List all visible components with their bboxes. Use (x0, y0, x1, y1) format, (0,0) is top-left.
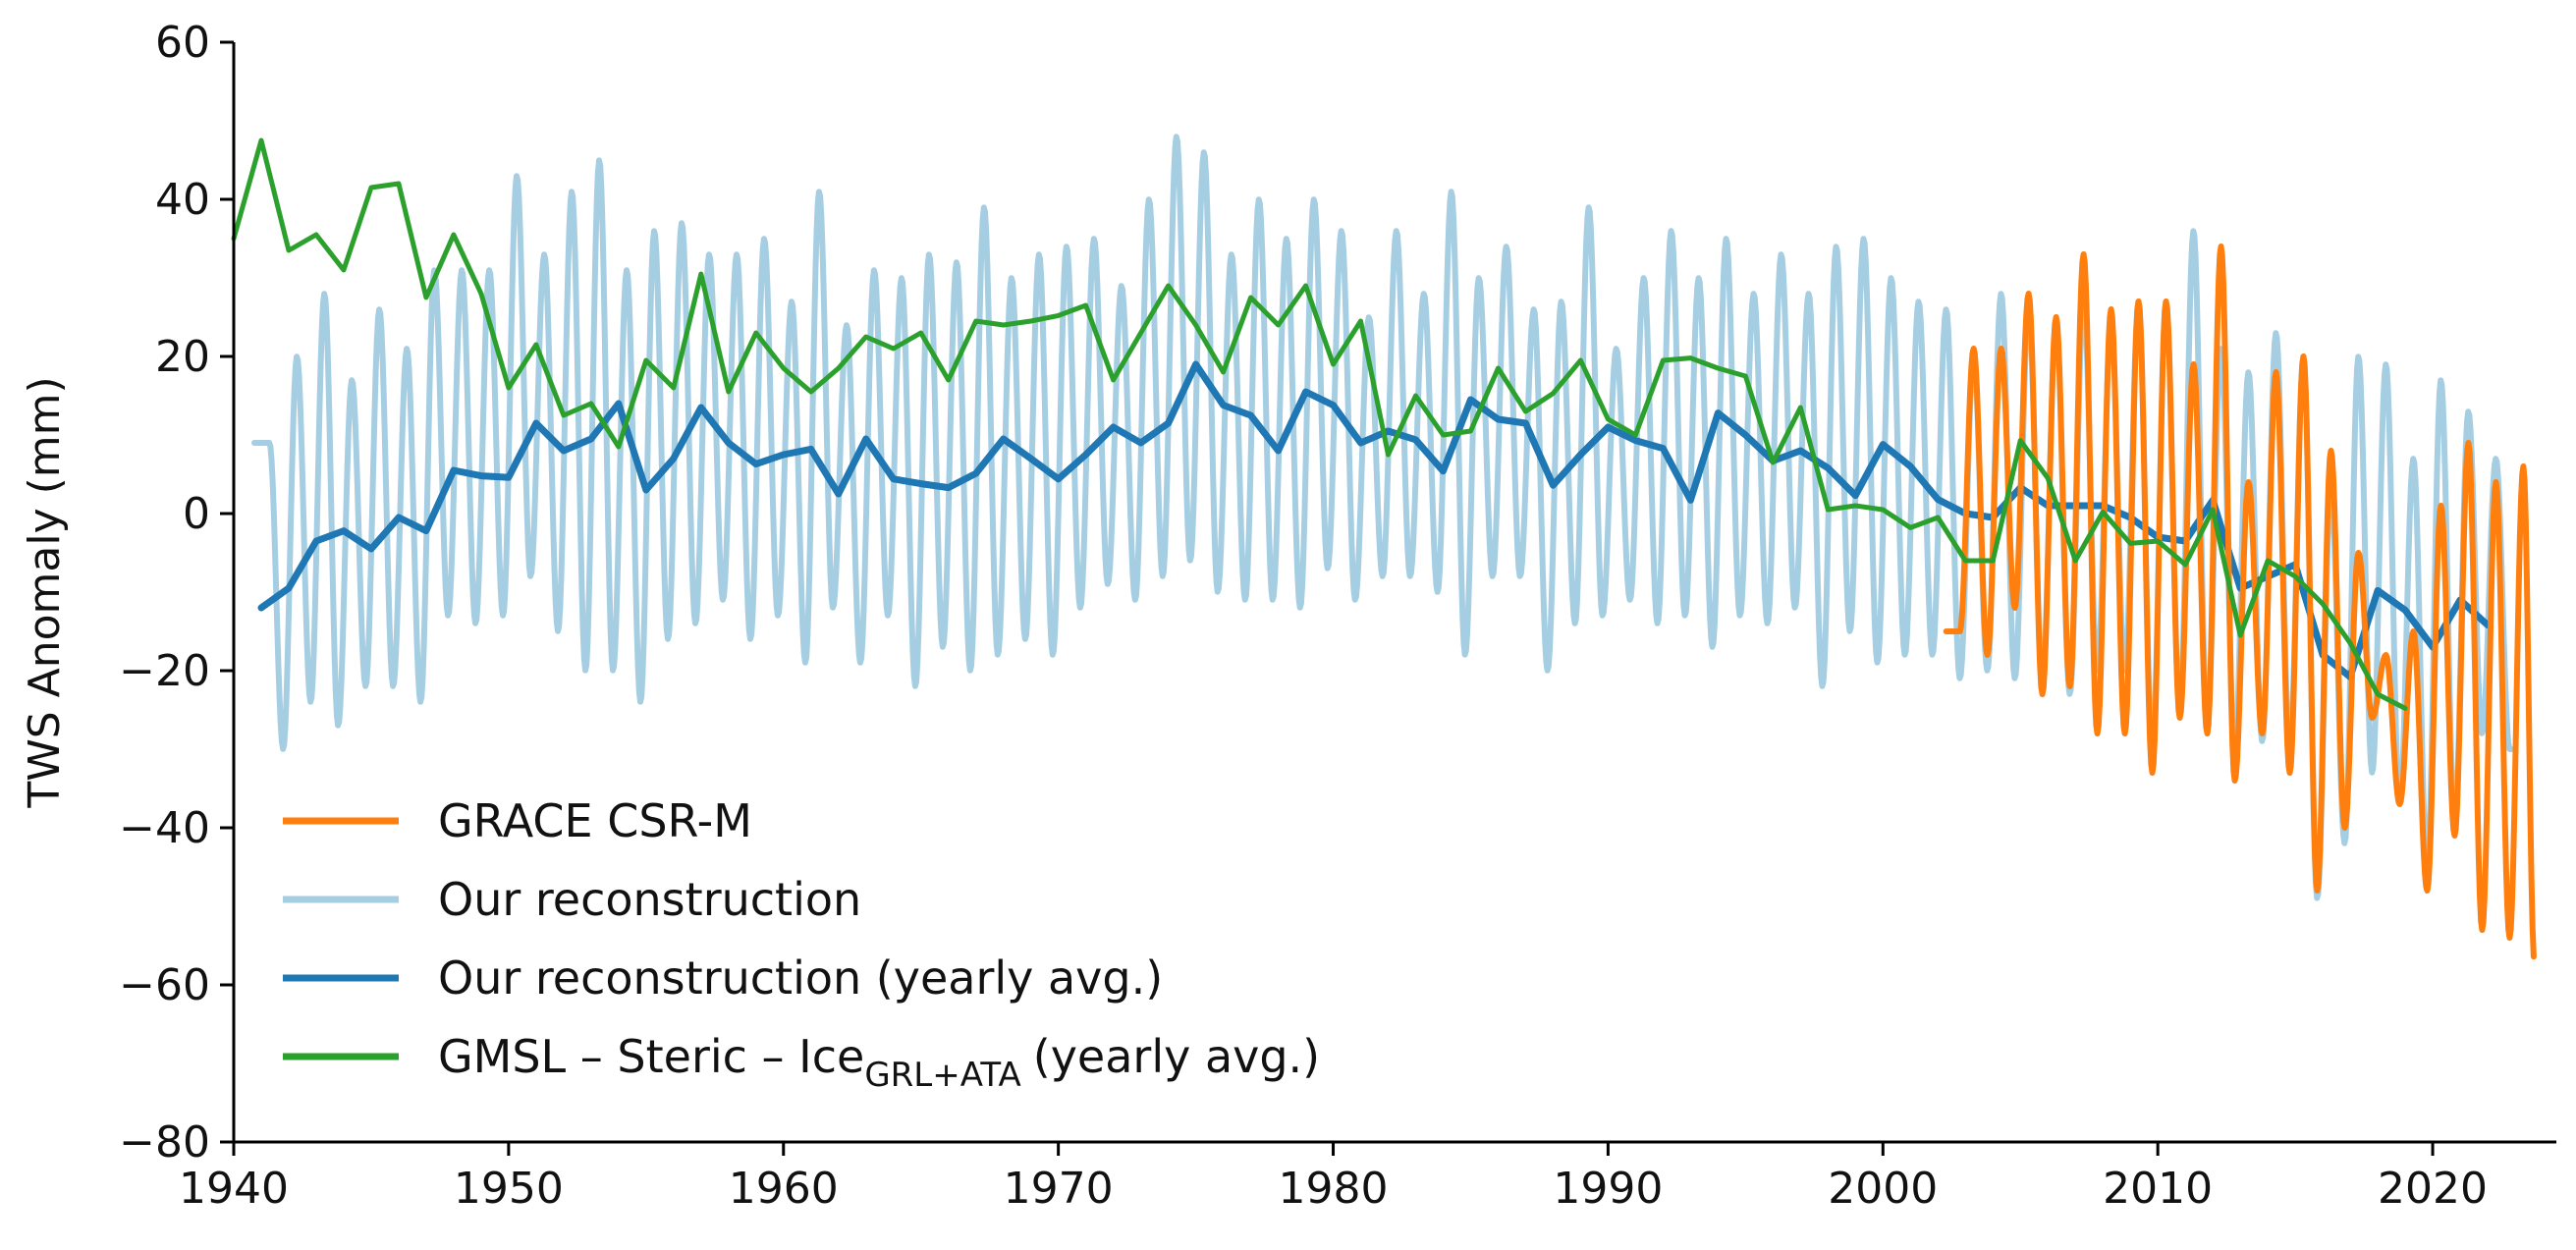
plot-lines (231, 134, 2537, 960)
y-axis-title: TWS Anomaly (mm) (20, 376, 70, 808)
legend-label-gmsl-subscript: GRL+ATA (864, 1056, 1020, 1095)
x-tick-label: 1960 (729, 1164, 839, 1214)
legend-label-reconstruction: Our reconstruction (438, 873, 861, 926)
y-tick-label: −40 (119, 803, 210, 853)
x-tick-label: 1940 (179, 1164, 289, 1214)
legend-label-gmsl-suffix: (yearly avg.) (1033, 1030, 1320, 1083)
y-tick-label: 20 (155, 332, 210, 382)
y-tick-label: −60 (119, 960, 210, 1010)
legend-label-gmsl-main: GMSL – Steric – Ice (438, 1030, 864, 1083)
y-tick-label: −20 (119, 646, 210, 696)
legend-label-gmsl: GMSL – Steric – IceGRL+ATA (yearly avg.) (438, 1030, 1320, 1095)
x-tick-label: 1950 (454, 1164, 564, 1214)
grace-csr-m-line (1943, 244, 2537, 960)
x-tick-label: 2020 (2378, 1164, 2488, 1214)
y-tick-label: 40 (155, 175, 210, 225)
legend-label-reconstruction-yearly: Our reconstruction (yearly avg.) (438, 951, 1163, 1005)
axes (232, 42, 2556, 1144)
x-tick-label: 1980 (1279, 1164, 1389, 1214)
ticks: 1940 1950 1960 1970 1980 1990 2000 2010 2020 −80 −… (119, 18, 2488, 1214)
y-tick-label: 0 (183, 489, 210, 539)
x-tick-label: 1970 (1004, 1164, 1114, 1214)
y-tick-label: 60 (155, 18, 210, 68)
x-tick-label: 2000 (1828, 1164, 1938, 1214)
x-tick-label: 1990 (1553, 1164, 1663, 1214)
y-tick-label: −80 (119, 1117, 210, 1168)
legend: GRACE CSR-M Our reconstruction Our recon… (283, 794, 1320, 1095)
legend-label-grace: GRACE CSR-M (438, 794, 752, 847)
gmsl-steric-ice-line (231, 137, 2408, 711)
x-tick-label: 2010 (2103, 1164, 2213, 1214)
